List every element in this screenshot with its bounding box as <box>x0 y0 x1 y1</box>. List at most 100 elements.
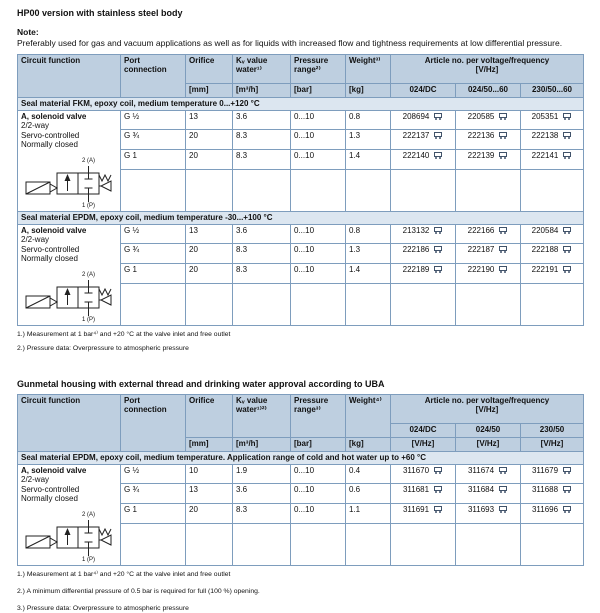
port-label-bottom: 1 (P) <box>82 316 96 323</box>
article-number: 311693 <box>467 505 495 515</box>
article-number: 311688 <box>531 485 559 495</box>
table-row: A, solenoid valve 2/2-way Servo-controll… <box>17 223 584 326</box>
t2-article-header-line1: Article no. per voltage/frequency <box>424 395 550 405</box>
cart-icon[interactable] <box>562 466 572 474</box>
cell-orifice: 10 <box>185 463 233 485</box>
cart-icon[interactable] <box>498 505 508 514</box>
table-row: G 1 20 8.3 0...10 1.4 222189 222190 2221… <box>18 263 584 285</box>
cell-weight: 1.4 <box>345 149 391 171</box>
cart-icon[interactable] <box>562 265 572 274</box>
t2-col-header-article-no: Article no. per voltage/frequency [V/Hz] <box>390 393 584 424</box>
cart-icon[interactable] <box>498 112 508 120</box>
t2-unit-vhz: [V/Hz] <box>520 436 584 452</box>
cart-icon[interactable] <box>433 265 443 274</box>
cell-kv-value: 8.3 <box>232 243 291 265</box>
empty-cell <box>520 283 584 326</box>
cart-icon[interactable] <box>562 131 572 140</box>
t1-section-fkm: Seal material FKM, epoxy coil, medium te… <box>17 96 584 111</box>
empty-cell <box>345 169 391 212</box>
cart-icon[interactable] <box>562 485 572 494</box>
cart-icon[interactable] <box>498 466 508 474</box>
empty-cell <box>120 169 186 212</box>
cell-port-connection: G ½ <box>120 223 186 245</box>
cart-icon[interactable] <box>433 131 443 140</box>
cell-article-number: 213132 <box>390 223 456 245</box>
table-gunmetal-uba: Circuit function Port connection Orifice… <box>17 393 584 566</box>
t1-voltage-024dc: 024/DC <box>390 82 456 98</box>
article-number: 222166 <box>467 225 495 235</box>
t2-circuit-function-cell: A, solenoid valve 2/2-way Servo-controll… <box>17 463 121 566</box>
empty-cell <box>290 283 346 326</box>
cart-icon[interactable] <box>562 112 572 120</box>
empty-cell <box>120 523 186 566</box>
cell-orifice: 20 <box>185 149 233 171</box>
cell-orifice: 13 <box>185 483 233 505</box>
cell-port-connection: G ½ <box>120 109 186 131</box>
cart-icon[interactable] <box>433 245 443 254</box>
article-number: 208694 <box>402 111 430 121</box>
cart-icon[interactable] <box>433 112 443 120</box>
footnote: 2.) A minimum differential pressure of 0… <box>17 587 260 595</box>
cart-icon[interactable] <box>433 226 443 234</box>
article-number: 311681 <box>402 485 430 495</box>
article-number: 222139 <box>467 151 495 161</box>
empty-cell <box>185 283 233 326</box>
t1-epdm-circuit-function-cell: A, solenoid valve 2/2-way Servo-controll… <box>17 223 121 326</box>
empty-cell <box>520 523 584 566</box>
cart-icon[interactable] <box>562 151 572 160</box>
cell-kv-value: 8.3 <box>232 263 291 285</box>
t1-col-header-circuit-function: Circuit function <box>17 53 121 98</box>
t1-unit-pressure: [bar] <box>290 82 346 98</box>
empty-cell <box>345 523 391 566</box>
circuit-function-text: A, solenoid valve 2/2-way Servo-controll… <box>21 465 87 504</box>
cart-icon[interactable] <box>562 505 572 514</box>
section-title-gunmetal: Gunmetal housing with external thread an… <box>17 378 385 389</box>
empty-cell <box>390 523 456 566</box>
cart-icon[interactable] <box>433 505 443 514</box>
cell-kv-value: 8.3 <box>232 149 291 171</box>
empty-cell <box>185 523 233 566</box>
article-number: 222137 <box>402 131 430 141</box>
valve-symbol-icon <box>25 165 112 202</box>
t1-unit-kv: [m³/h] <box>232 82 291 98</box>
cart-icon[interactable] <box>498 265 508 274</box>
t1-section-epdm: Seal material EPDM, epoxy coil, medium t… <box>17 210 584 225</box>
table-row: G 1 20 8.3 0...10 1.1 311691 311693 3116… <box>18 503 584 525</box>
article-number: 222136 <box>467 131 495 141</box>
empty-cell <box>232 523 291 566</box>
cell-pressure-range: 0...10 <box>290 109 346 131</box>
cell-article-number: 311684 <box>455 483 521 505</box>
article-number: 222187 <box>467 245 495 255</box>
cart-icon[interactable] <box>433 151 443 160</box>
diagram-row <box>18 169 584 212</box>
t1-unit-weight: [kg] <box>345 82 391 98</box>
t1-col-header-orifice: Orifice <box>185 53 233 84</box>
circuit-function-text: A, solenoid valve 2/2-way Servo-controll… <box>21 111 87 150</box>
cell-article-number: 222190 <box>455 263 521 285</box>
t2-col-header-weight: Weight⁴⁾ <box>345 393 391 438</box>
cart-icon[interactable] <box>562 226 572 234</box>
t1-unit-orifice: [mm] <box>185 82 233 98</box>
cart-icon[interactable] <box>498 226 508 234</box>
cart-icon[interactable] <box>498 485 508 494</box>
table-row: A, solenoid valve 2/2-way Servo-controll… <box>17 463 584 566</box>
cell-article-number: 222137 <box>390 129 456 151</box>
cart-icon[interactable] <box>562 245 572 254</box>
t1-col-header-weight: Weight³⁾ <box>345 53 391 84</box>
cart-icon[interactable] <box>433 466 443 474</box>
cell-article-number: 311696 <box>520 503 584 525</box>
cell-pressure-range: 0...10 <box>290 463 346 485</box>
diagram-row <box>18 283 584 326</box>
cart-icon[interactable] <box>498 131 508 140</box>
cell-article-number: 208694 <box>390 109 456 131</box>
cart-icon[interactable] <box>498 245 508 254</box>
cart-icon[interactable] <box>498 151 508 160</box>
article-number: 311679 <box>531 465 559 475</box>
t2-voltage-row: 024/DC 024/50 230/50 <box>18 422 584 438</box>
article-number: 222190 <box>467 265 495 275</box>
cell-port-connection: G ¾ <box>120 483 186 505</box>
t2-voltage-024-50: 024/50 <box>455 422 521 438</box>
cart-icon[interactable] <box>433 485 443 494</box>
article-number: 311670 <box>402 465 430 475</box>
t2-unit-weight: [kg] <box>345 436 391 452</box>
